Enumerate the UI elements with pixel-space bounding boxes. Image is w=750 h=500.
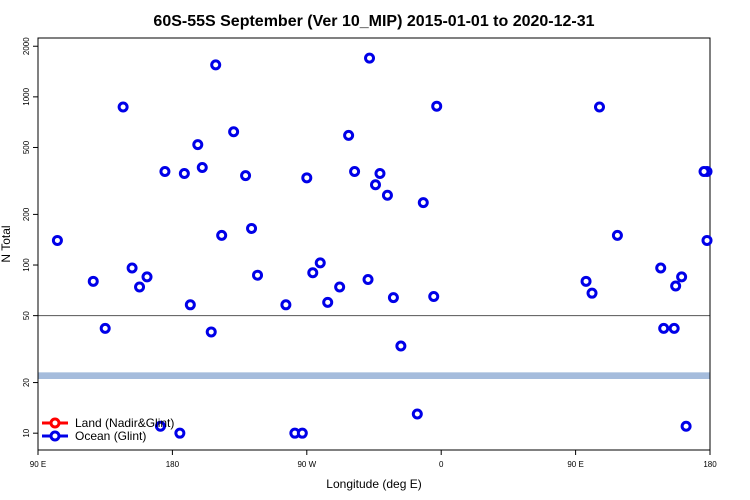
x-axis: 90 E 180 90 W 0 90 E 180 xyxy=(30,450,717,469)
legend-label-ocean: Ocean (Glint) xyxy=(75,429,146,443)
ocean-data-point xyxy=(196,162,208,174)
y-axis-label: N Total xyxy=(0,225,13,262)
x-tick-label: 0 xyxy=(439,460,444,469)
x-tick-label: 180 xyxy=(166,460,180,469)
ocean-data-point xyxy=(205,326,217,338)
ocean-data-point xyxy=(314,257,326,269)
ocean-data-point xyxy=(154,420,166,432)
ocean-data-point xyxy=(374,168,386,180)
ocean-data-point xyxy=(334,281,346,293)
ocean-data-point xyxy=(369,179,381,191)
ocean-data-point xyxy=(141,271,153,283)
x-tick-label: 90 E xyxy=(30,460,46,469)
ocean-data-point xyxy=(395,340,407,352)
x-tick-label: 90 E xyxy=(567,460,583,469)
ocean-data-point xyxy=(301,172,313,184)
ocean-data-point xyxy=(658,322,670,334)
ocean-data-point xyxy=(240,170,252,182)
ocean-data-point xyxy=(184,299,196,311)
ocean-data-point xyxy=(428,290,440,302)
plot-frame xyxy=(37,37,711,451)
chart-title: 60S-55S September (Ver 10_MIP) 2015-01-0… xyxy=(153,13,594,30)
ocean-data-point xyxy=(381,189,393,201)
ocean-data-point xyxy=(411,408,423,420)
y-tick-label: 500 xyxy=(22,140,31,154)
ocean-data-point xyxy=(87,275,99,287)
x-tick-label: 180 xyxy=(703,460,717,469)
ocean-data-point xyxy=(210,59,222,71)
y-axis: 10 20 50 100 200 500 1000 2000 xyxy=(22,37,38,438)
ocean-data-point xyxy=(174,427,186,439)
ocean-data-point xyxy=(364,52,376,64)
ocean-data-point xyxy=(216,229,228,241)
data-points xyxy=(51,52,713,439)
legend-marker-ocean xyxy=(49,430,61,442)
ocean-data-point xyxy=(611,229,623,241)
ocean-data-point xyxy=(655,262,667,274)
y-tick-label: 20 xyxy=(22,378,31,387)
ocean-data-point xyxy=(701,234,713,246)
ocean-data-point xyxy=(680,420,692,432)
ocean-data-point xyxy=(280,299,292,311)
ocean-data-point xyxy=(117,101,129,113)
ocean-data-point xyxy=(126,262,138,274)
ocean-data-point xyxy=(362,274,374,286)
ocean-data-point xyxy=(417,197,429,209)
y-tick-label: 1000 xyxy=(22,87,31,105)
ocean-data-point xyxy=(698,165,710,177)
legend: Land (Nadir&Glint) Ocean (Glint) xyxy=(42,416,174,443)
ocean-data-point xyxy=(228,126,240,138)
ocean-data-point xyxy=(349,165,361,177)
ocean-data-point xyxy=(387,292,399,304)
legend-marker-land xyxy=(49,417,61,429)
ocean-data-point xyxy=(178,168,190,180)
y-tick-label: 10 xyxy=(22,428,31,437)
ocean-data-point xyxy=(252,269,264,281)
y-tick-label: 2000 xyxy=(22,37,31,55)
y-tick-label: 50 xyxy=(22,311,31,320)
ocean-data-point xyxy=(192,139,204,151)
ocean-data-point xyxy=(322,296,334,308)
ocean-data-point xyxy=(586,287,598,299)
ocean-data-point xyxy=(668,322,680,334)
ocean-data-point xyxy=(51,234,63,246)
ocean-data-point xyxy=(580,275,592,287)
ocean-data-point xyxy=(296,427,308,439)
y-tick-label: 200 xyxy=(22,207,31,221)
highlight-band xyxy=(38,372,710,379)
x-axis-label: Longitude (deg E) xyxy=(326,477,421,491)
ocean-data-point xyxy=(99,322,111,334)
ocean-data-point xyxy=(246,222,258,234)
ocean-data-point xyxy=(670,280,682,292)
ocean-data-point xyxy=(343,129,355,141)
ocean-data-point xyxy=(593,101,605,113)
ocean-data-point xyxy=(159,165,171,177)
chart-title-group: 60S-55S September (Ver 10_MIP) 2015-01-0… xyxy=(153,13,594,30)
ocean-data-point xyxy=(431,100,443,112)
legend-label-land: Land (Nadir&Glint) xyxy=(75,416,174,430)
x-tick-label: 90 W xyxy=(297,460,316,469)
ocean-data-point xyxy=(134,281,146,293)
ocean-data-point xyxy=(676,271,688,283)
y-tick-label: 100 xyxy=(22,258,31,272)
ocean-data-point xyxy=(307,267,319,279)
